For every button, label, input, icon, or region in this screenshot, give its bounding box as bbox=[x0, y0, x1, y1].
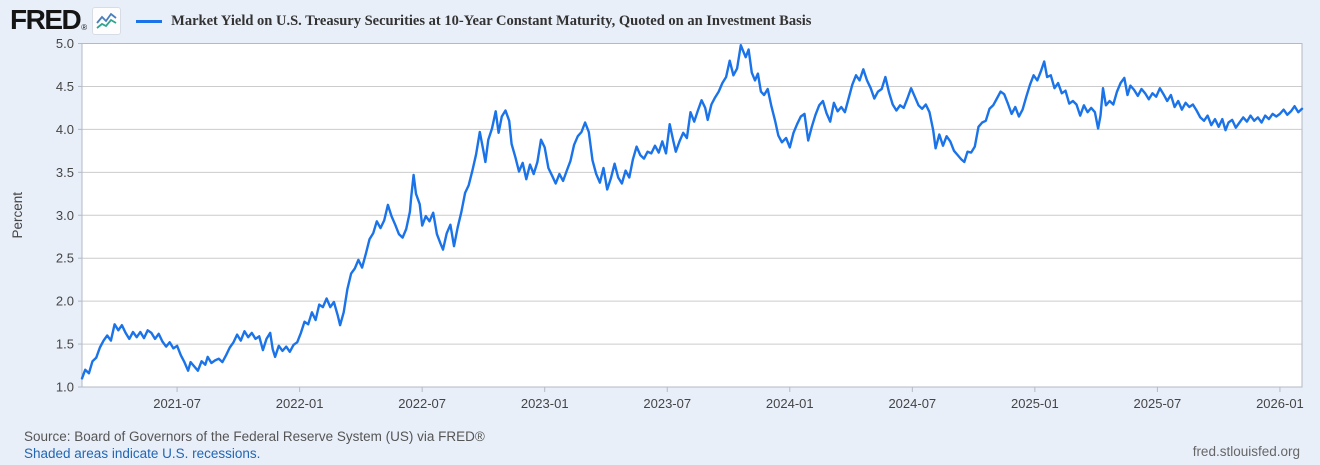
legend-line-swatch bbox=[136, 19, 163, 23]
x-tick-label: 2024-07 bbox=[888, 396, 936, 411]
registered-mark-icon: ® bbox=[81, 23, 88, 32]
x-tick-label: 2025-07 bbox=[1134, 396, 1182, 411]
y-tick-label: 4.0 bbox=[56, 122, 74, 137]
x-tick-label: 2023-01 bbox=[521, 396, 569, 411]
x-tick-label: 2022-07 bbox=[398, 396, 446, 411]
y-tick-label: 1.5 bbox=[56, 337, 74, 352]
y-tick-label: 4.5 bbox=[56, 79, 74, 94]
y-tick-label: 2.5 bbox=[56, 251, 74, 266]
fred-url-link[interactable]: fred.stlouisfed.org bbox=[1192, 444, 1300, 459]
y-tick-label: 1.0 bbox=[56, 380, 74, 395]
chart-title: Market Yield on U.S. Treasury Securities… bbox=[171, 12, 812, 29]
line-series bbox=[80, 44, 1304, 380]
x-tick-label: 2023-07 bbox=[643, 396, 691, 411]
x-tick-label: 2024-01 bbox=[766, 396, 814, 411]
x-tick-label: 2025-01 bbox=[1011, 396, 1059, 411]
y-tick-label: 2.0 bbox=[56, 294, 74, 309]
chart-header: FRED ® Market Yield on U.S. Treasury Sec… bbox=[10, 6, 811, 36]
fred-sparkline-icon bbox=[92, 7, 122, 35]
x-tick-label: 2022-01 bbox=[276, 396, 324, 411]
y-tick-label: 3.5 bbox=[56, 165, 74, 180]
x-tick-label: 2021-07 bbox=[153, 396, 201, 411]
recession-note-link[interactable]: Shaded areas indicate U.S. recessions. bbox=[24, 446, 261, 461]
fred-logo-text: FRED bbox=[10, 4, 82, 35]
source-text: Source: Board of Governors of the Federa… bbox=[24, 429, 485, 444]
x-tick-label: 2026-01 bbox=[1256, 396, 1304, 411]
y-tick-label: 5.0 bbox=[56, 36, 74, 51]
y-axis-label: Percent bbox=[10, 192, 25, 239]
y-tick-label: 3.0 bbox=[56, 208, 74, 223]
fred-logo[interactable]: FRED ® bbox=[10, 4, 122, 35]
